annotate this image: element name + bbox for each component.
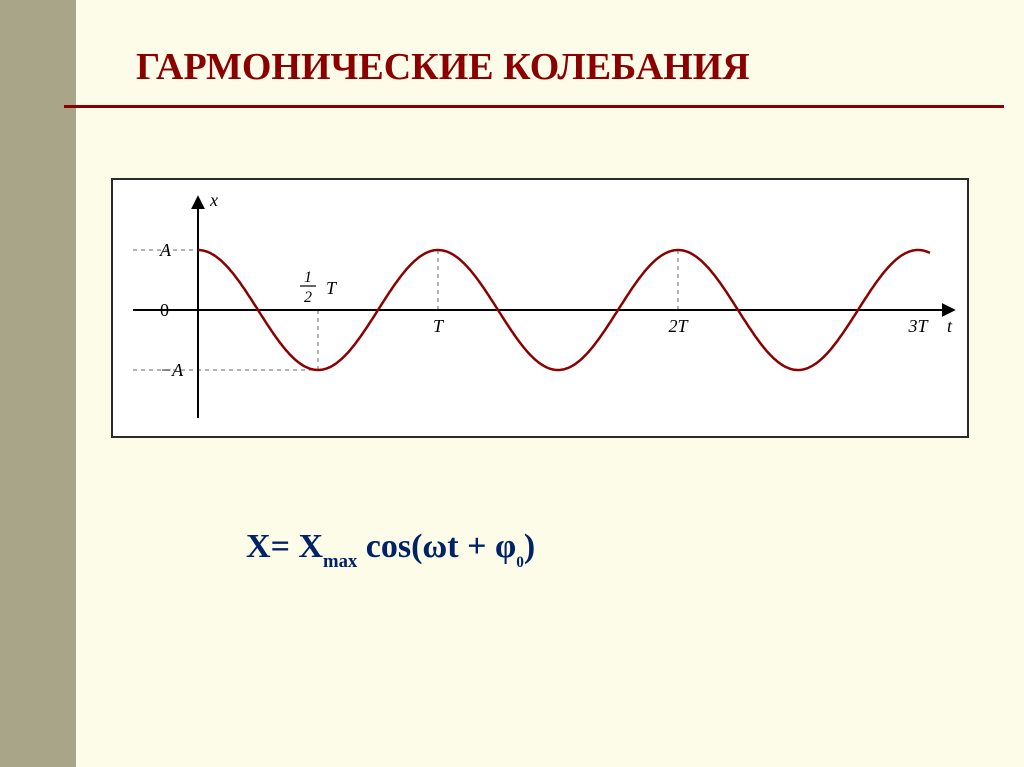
formula-t: t (447, 528, 467, 565)
slide-title: ГАРМОНИЧЕСКИЕ КОЛЕБАНИЯ (136, 45, 750, 89)
svg-text:−A: −A (160, 360, 184, 380)
formula-x: X (246, 528, 271, 565)
svg-text:2T: 2T (668, 316, 689, 336)
formula-eq: = (271, 528, 299, 565)
svg-text:A: A (159, 240, 172, 260)
svg-text:x: x (209, 190, 218, 210)
formula-xmax-sub: max (323, 551, 357, 572)
harmonic-formula: X= Xmax cos(ωt + φ0) (246, 528, 535, 571)
formula-phi: φ (495, 528, 516, 565)
harmonic-chart: xtA0−A12TT2T3T (111, 178, 969, 438)
formula-omega: ω (422, 528, 447, 565)
svg-text:1: 1 (304, 269, 312, 286)
formula-sp (357, 528, 366, 565)
formula-plus: + (467, 528, 495, 565)
svg-text:3T: 3T (907, 316, 929, 336)
svg-text:T: T (433, 316, 445, 336)
svg-text:2: 2 (304, 289, 312, 306)
sidebar-accent (0, 0, 76, 767)
slide-main: ГАРМОНИЧЕСКИЕ КОЛЕБАНИЯ xtA0−A12TT2T3T X… (76, 0, 1024, 767)
formula-cos: cos( (366, 528, 423, 565)
formula-close: ) (524, 528, 535, 565)
chart-svg: xtA0−A12TT2T3T (113, 180, 967, 436)
title-underline (64, 105, 1004, 108)
svg-text:T: T (326, 278, 338, 298)
formula-xmax-x: X (298, 528, 323, 565)
svg-text:0: 0 (160, 300, 169, 320)
slide: ГАРМОНИЧЕСКИЕ КОЛЕБАНИЯ xtA0−A12TT2T3T X… (0, 0, 1024, 767)
svg-text:t: t (947, 316, 953, 336)
formula-phi-sub: 0 (516, 554, 524, 571)
